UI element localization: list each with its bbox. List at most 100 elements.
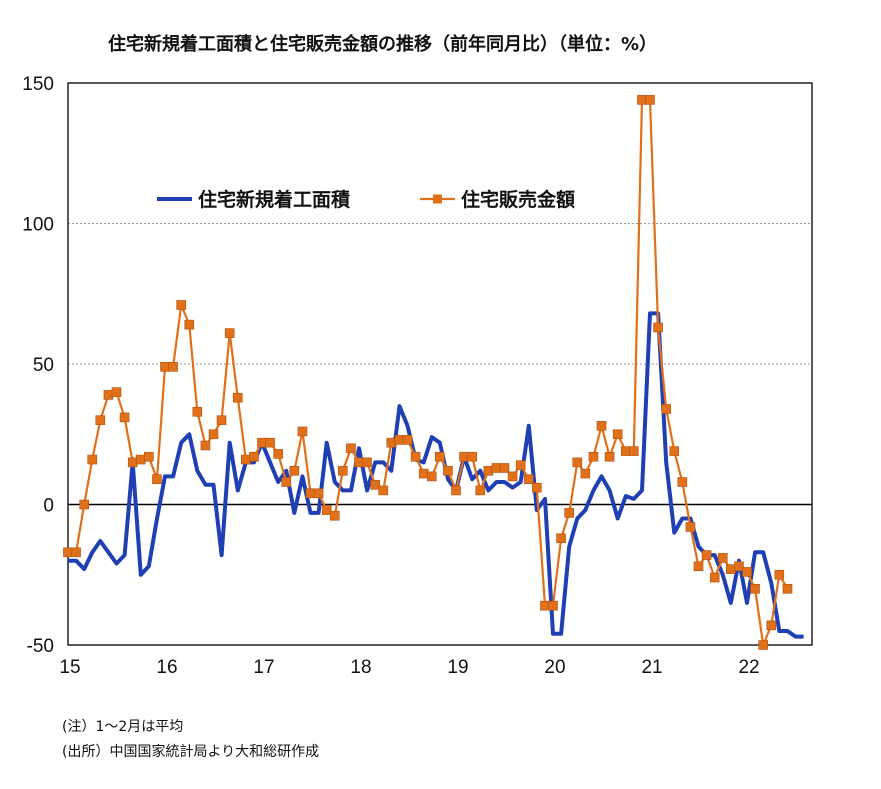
- data-point: [483, 465, 494, 476]
- plot-frame: [67, 82, 813, 646]
- data-point: [742, 567, 752, 577]
- data-point: [475, 485, 486, 496]
- data-point: [71, 547, 81, 558]
- data-point: [572, 457, 583, 468]
- x-tick-label: 17: [253, 657, 274, 678]
- footnote: (注）1～2月は平均: [62, 719, 184, 735]
- data-point: [758, 640, 769, 650]
- data-point: [281, 477, 292, 487]
- data-point: [224, 328, 235, 338]
- data-point: [257, 437, 267, 448]
- data-point: [232, 392, 243, 403]
- x-tick-label: 20: [544, 657, 565, 678]
- x-tick-label: 19: [447, 657, 468, 678]
- data-point: [774, 569, 785, 580]
- data-point: [426, 471, 437, 482]
- data-point: [144, 451, 154, 462]
- x-tick-label: 21: [641, 657, 662, 678]
- data-point: [701, 550, 712, 560]
- data-point: [629, 446, 639, 456]
- data-point: [750, 583, 760, 594]
- data-point: [612, 429, 623, 440]
- data-point: [467, 451, 478, 462]
- data-point: [135, 454, 146, 465]
- data-point: [378, 485, 389, 496]
- data-point: [669, 446, 680, 456]
- data-point: [103, 390, 114, 400]
- data-point: [200, 440, 211, 451]
- data-point: [443, 465, 453, 476]
- data-point: [766, 620, 777, 631]
- data-point: [693, 561, 704, 572]
- data-point: [604, 451, 615, 462]
- data-point: [726, 564, 736, 574]
- data-point: [620, 446, 631, 456]
- y-tick-label: 0: [43, 496, 54, 517]
- data-point: [338, 465, 348, 476]
- data-point: [346, 443, 356, 454]
- data-point: [95, 415, 106, 426]
- x-tick-label: 15: [59, 657, 80, 678]
- data-point: [273, 449, 284, 459]
- data-point: [734, 561, 744, 572]
- y-tick-label: -50: [27, 636, 54, 657]
- data-point: [127, 457, 138, 468]
- data-point: [451, 485, 461, 496]
- data-point: [168, 362, 178, 372]
- x-tick-label: 22: [738, 657, 759, 678]
- data-point: [685, 522, 696, 532]
- data-point: [540, 600, 550, 611]
- data-point: [176, 300, 187, 310]
- data-point: [184, 319, 195, 330]
- y-tick-label: 150: [22, 74, 54, 95]
- data-point: [249, 451, 259, 462]
- data-point: [362, 457, 372, 468]
- data-point: [645, 95, 655, 105]
- data-point: [208, 429, 219, 440]
- data-point: [321, 505, 332, 515]
- data-point: [491, 463, 502, 473]
- legend-label: 住宅新規着工面積: [198, 188, 350, 211]
- data-point: [564, 508, 575, 518]
- data-point: [580, 468, 591, 479]
- data-point: [111, 387, 122, 397]
- data-point: [717, 553, 728, 563]
- x-tick-label: 18: [350, 657, 371, 678]
- data-point: [410, 451, 421, 462]
- data-point: [354, 457, 364, 468]
- data-point: [192, 406, 203, 417]
- data-point: [216, 415, 227, 426]
- data-point: [152, 474, 162, 485]
- data-point: [515, 460, 526, 470]
- data-point: [305, 488, 316, 499]
- series-line: [68, 311, 804, 639]
- data-point: [709, 572, 720, 583]
- data-point: [548, 600, 558, 611]
- legend-marker: [433, 194, 442, 204]
- data-point: [556, 533, 566, 544]
- data-point: [596, 421, 607, 431]
- data-point: [386, 437, 397, 448]
- data-point: [677, 477, 688, 487]
- data-point: [313, 488, 324, 499]
- source-note: (出所）中国国家統計局より大和総研作成: [62, 744, 320, 760]
- series-line: [68, 98, 789, 647]
- data-point: [297, 426, 308, 437]
- data-point: [79, 499, 89, 510]
- data-point: [160, 362, 170, 372]
- data-point: [402, 435, 413, 445]
- data-point: [459, 451, 469, 462]
- data-point: [87, 454, 98, 465]
- data-point: [637, 95, 647, 105]
- data-point: [289, 465, 300, 476]
- data-point: [265, 437, 275, 448]
- data-point: [661, 404, 672, 414]
- data-point: [588, 451, 599, 462]
- data-point: [507, 471, 518, 482]
- data-point: [329, 510, 340, 521]
- data-point: [394, 435, 405, 445]
- y-tick-label: 50: [33, 355, 54, 376]
- x-tick-label: 16: [156, 657, 177, 678]
- data-point: [782, 583, 793, 594]
